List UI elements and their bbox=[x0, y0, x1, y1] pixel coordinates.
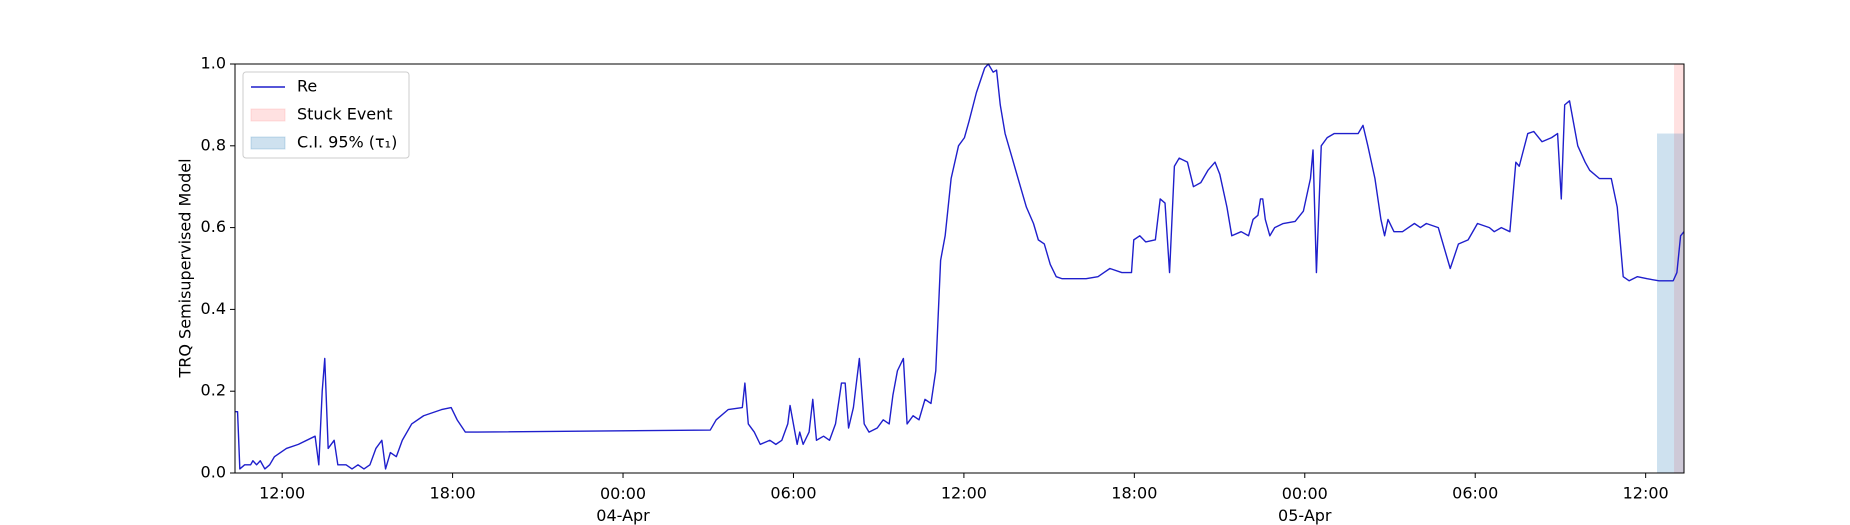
x-tick-label: 06:00 bbox=[770, 484, 816, 503]
data-line bbox=[235, 63, 1685, 470]
y-tick-label: 0.2 bbox=[201, 381, 226, 400]
x-tick-label: 06:00 bbox=[1452, 484, 1498, 503]
y-tick-label: 1.0 bbox=[201, 54, 226, 73]
y-tick-label: 0.0 bbox=[201, 463, 226, 482]
legend: Re Stuck Event C.I. 95% (τ₁) bbox=[242, 71, 410, 159]
legend-swatch bbox=[250, 108, 286, 122]
legend-label: Stuck Event bbox=[297, 105, 393, 124]
plot-frame bbox=[234, 63, 1685, 474]
x-tick-label: 18:00 bbox=[430, 484, 476, 503]
legend-box bbox=[242, 71, 410, 159]
y-tick-label: 0.8 bbox=[201, 135, 226, 154]
region bbox=[1657, 133, 1684, 473]
region bbox=[1674, 64, 1684, 473]
legend-label: Re bbox=[297, 77, 317, 96]
x-tick-label: 18:00 bbox=[1111, 484, 1157, 503]
y-axis-label: TRQ Semisupervised Model bbox=[176, 158, 195, 378]
legend-swatch bbox=[250, 136, 286, 150]
y-tick-label: 0.6 bbox=[201, 217, 226, 236]
y-tick-label: 0.4 bbox=[201, 299, 226, 318]
legend-label: C.I. 95% (τ₁) bbox=[297, 133, 397, 152]
x-tick-label: 12:00 bbox=[259, 484, 305, 503]
x-tick-label: 12:00 bbox=[1623, 484, 1669, 503]
x-tick-label: 12:00 bbox=[941, 484, 987, 503]
x-tick-label: 00:00 05-Apr bbox=[1278, 484, 1332, 525]
